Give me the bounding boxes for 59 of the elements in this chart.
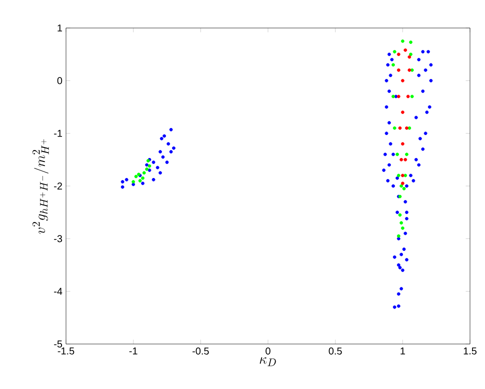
y-tick-label: 0	[57, 77, 62, 84]
point	[141, 176, 144, 180]
x-tick-label: -0.5	[192, 348, 209, 355]
point	[408, 126, 412, 130]
point	[400, 226, 404, 230]
point	[404, 48, 408, 52]
point	[405, 126, 408, 130]
point	[398, 126, 402, 130]
point	[410, 68, 414, 72]
point	[406, 94, 410, 98]
point	[134, 174, 138, 178]
point	[400, 221, 404, 225]
point	[142, 171, 146, 175]
point	[392, 50, 396, 54]
point	[404, 158, 408, 162]
point	[408, 55, 412, 59]
point	[405, 152, 408, 156]
point	[396, 94, 400, 98]
point	[400, 174, 404, 178]
point	[402, 186, 406, 190]
x-tick-label: 1.5	[464, 348, 477, 354]
point	[396, 152, 399, 156]
y-tick-label: -2	[54, 182, 62, 190]
y-tick-label: -4	[54, 288, 62, 295]
point	[392, 63, 395, 67]
point	[396, 174, 400, 178]
point	[408, 68, 412, 72]
point	[409, 52, 412, 56]
point	[132, 180, 136, 184]
point	[148, 164, 152, 168]
x-axis-title: $\kappa_{D}$	[260, 357, 276, 366]
point	[392, 94, 395, 98]
point	[392, 126, 396, 130]
point	[400, 158, 404, 162]
point	[400, 184, 404, 188]
point	[138, 179, 142, 182]
point	[398, 213, 402, 217]
point	[400, 142, 404, 146]
point	[400, 182, 404, 186]
x-tick-label: -1	[129, 348, 138, 354]
x-tick-label: 1	[400, 348, 405, 354]
point	[400, 78, 404, 82]
x-tick-label: 0.5	[328, 348, 342, 355]
y-tick-label: -3	[54, 235, 62, 242]
y-tick-label: -1	[54, 130, 62, 137]
point	[400, 39, 404, 43]
point	[396, 234, 400, 238]
point	[410, 94, 414, 98]
point	[396, 52, 400, 56]
x-tick-label: -1.5	[58, 348, 74, 354]
y-tick-label: -5	[54, 340, 62, 348]
y-axis-title: $v^{2} g_{hH^{+}H^{-}}/m^{2}_{H^{+}}$	[32, 139, 49, 234]
point	[404, 174, 408, 178]
point	[400, 110, 404, 114]
point	[396, 68, 400, 72]
point	[145, 167, 148, 171]
y-tick-label: 1	[58, 24, 62, 32]
point	[409, 40, 412, 44]
x-tick-label: 0	[266, 348, 270, 355]
